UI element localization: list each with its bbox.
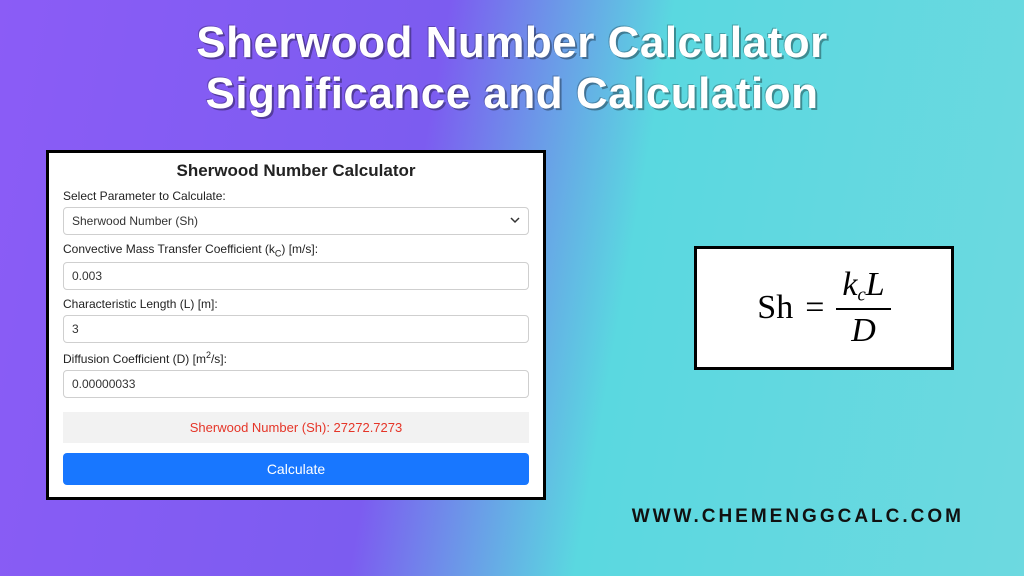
calculate-button[interactable]: Calculate [63,453,529,485]
formula-numerator: kcL [836,266,890,309]
calculator-title: Sherwood Number Calculator [63,161,529,181]
formula-denominator: D [845,310,882,350]
parameter-select-value: Sherwood Number (Sh) [72,214,198,228]
formula-box: Sh = kcL D [694,246,954,370]
input-L-value: 3 [72,322,79,336]
field-label-kc: Convective Mass Transfer Coefficient (kC… [63,242,529,258]
chevron-down-icon [510,214,520,228]
select-label: Select Parameter to Calculate: [63,189,529,203]
site-url: WWW.CHEMENGGCALC.COM [632,506,964,528]
input-D-value: 0.00000033 [72,377,135,391]
input-L[interactable]: 3 [63,315,529,343]
formula: Sh = kcL D [757,266,890,351]
calculator-panel: Sherwood Number Calculator Select Parame… [46,150,546,500]
parameter-select[interactable]: Sherwood Number (Sh) [63,207,529,235]
input-kc-value: 0.003 [72,269,102,283]
formula-equals: = [805,289,824,327]
formula-fraction: kcL D [836,266,890,351]
field-label-D: Diffusion Coefficient (D) [m2/s]: [63,350,529,366]
formula-lhs: Sh [757,289,793,327]
page-title: Sherwood Number Calculator Significance … [0,18,1024,119]
result-text: Sherwood Number (Sh): 27272.7273 [190,420,402,435]
result-display: Sherwood Number (Sh): 27272.7273 [63,412,529,443]
input-D[interactable]: 0.00000033 [63,370,529,398]
field-label-L: Characteristic Length (L) [m]: [63,297,529,311]
input-kc[interactable]: 0.003 [63,262,529,290]
title-line-1: Sherwood Number Calculator [0,18,1024,69]
title-line-2: Significance and Calculation [0,69,1024,120]
